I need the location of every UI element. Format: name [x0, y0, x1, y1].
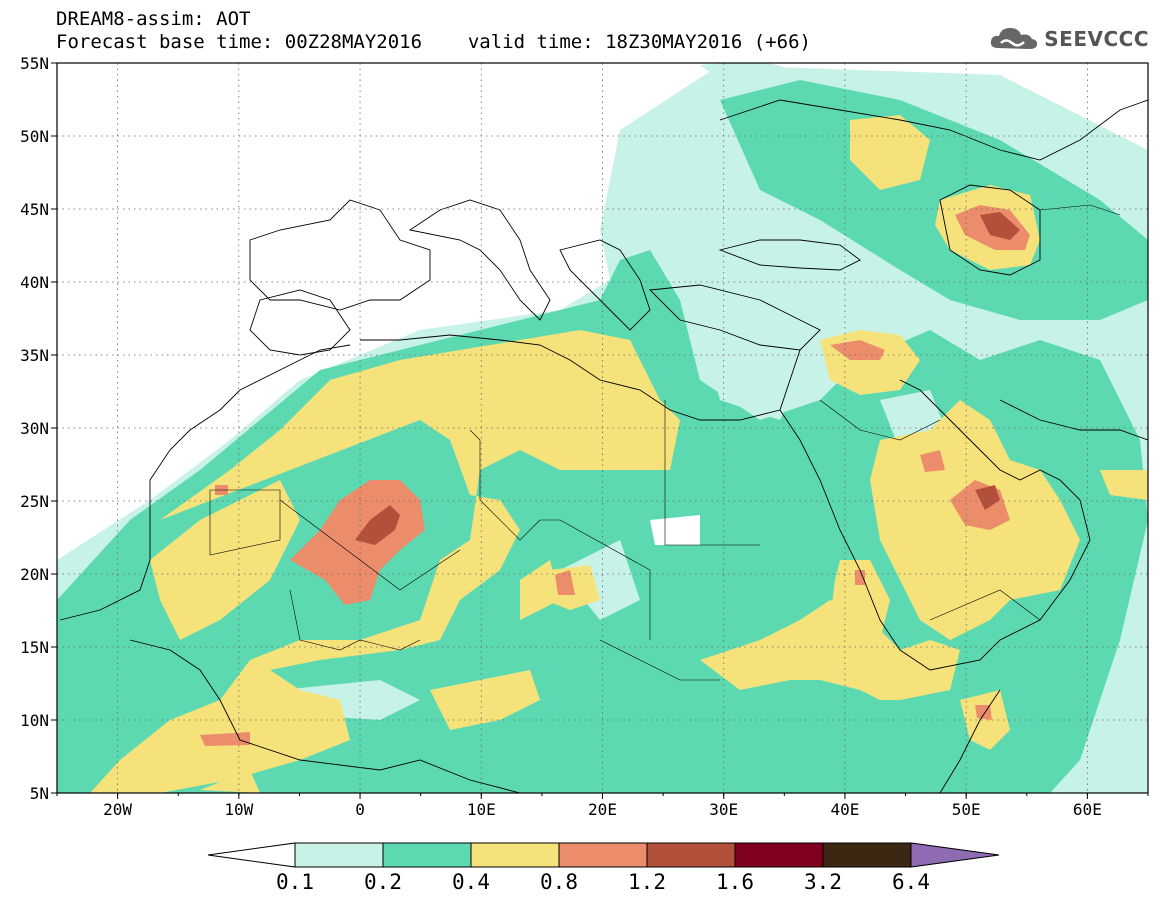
colorbar: 0.1 0.2 0.4 0.8 1.2 1.6 3.2 6.4	[207, 842, 1000, 894]
lat-label: 50N	[20, 127, 49, 146]
lon-label: 10W	[224, 800, 253, 819]
base-time: Forecast base time: 00Z28MAY2016	[56, 31, 423, 53]
aot-band-1-2	[355, 212, 1020, 545]
colorbar-label: 0.4	[452, 870, 490, 894]
colorbar-box	[382, 842, 472, 868]
lon-label: 0	[355, 800, 365, 819]
colorbar-label: 0.2	[364, 870, 402, 894]
coastlines	[59, 99, 1148, 793]
lat-label: 20N	[20, 565, 49, 584]
colorbar-box	[822, 842, 912, 868]
borders	[209, 204, 1121, 681]
lon-label: 60E	[1073, 800, 1102, 819]
lat-label: 5N	[30, 784, 49, 803]
lat-label: 40N	[20, 273, 49, 292]
colorbar-label: 1.2	[628, 870, 666, 894]
map-frame	[56, 62, 1149, 794]
lon-label: 50E	[952, 800, 981, 819]
colorbar-label: 3.2	[804, 870, 842, 894]
lat-label: 10N	[20, 711, 49, 730]
colorbar-box	[558, 842, 648, 868]
lon-label: 30E	[709, 800, 738, 819]
colorbar-box	[734, 842, 824, 868]
aot-band-0-1	[57, 63, 1148, 793]
colorbar-box	[470, 842, 560, 868]
lon-label: 40E	[830, 800, 859, 819]
graticule	[57, 63, 1148, 793]
valid-time: valid time: 18Z30MAY2016 (+66)	[467, 31, 811, 53]
aot-band-0-2	[57, 80, 1148, 793]
lon-label: 10E	[467, 800, 496, 819]
lat-label: 55N	[20, 54, 49, 73]
colorbar-label: 0.8	[540, 870, 578, 894]
map-axes: 55N 50N 45N 40N 35N 30N 25N 20N 15N 10N 5N 20W 10W 0 1…	[20, 54, 1149, 819]
colorbar-box	[294, 842, 384, 868]
logo-text: SEEVCCC	[1044, 27, 1149, 51]
cloud-icon	[991, 28, 1038, 49]
aot-band-0-8	[200, 205, 1030, 746]
lat-label: 15N	[20, 638, 49, 657]
map-title: DREAM8-assim: AOT	[56, 8, 251, 30]
colorbar-over-triangle	[910, 842, 1000, 868]
aot-band-0-4	[90, 115, 1148, 793]
seevccc-logo: SEEVCCC	[988, 24, 1149, 54]
lat-label: 25N	[20, 492, 49, 511]
lat-label: 35N	[20, 346, 49, 365]
lon-label: 20E	[588, 800, 617, 819]
colorbar-box	[646, 842, 736, 868]
colorbar-label: 6.4	[892, 870, 930, 894]
aot-field	[57, 63, 1148, 793]
lat-label: 30N	[20, 419, 49, 438]
lon-label: 20W	[103, 800, 132, 819]
colorbar-under-triangle	[207, 842, 296, 868]
lat-label: 45N	[20, 200, 49, 219]
time-info: Forecast base time: 00Z28MAY2016 valid t…	[56, 31, 811, 53]
colorbar-label: 1.6	[716, 870, 754, 894]
colorbar-label: 0.1	[276, 870, 314, 894]
